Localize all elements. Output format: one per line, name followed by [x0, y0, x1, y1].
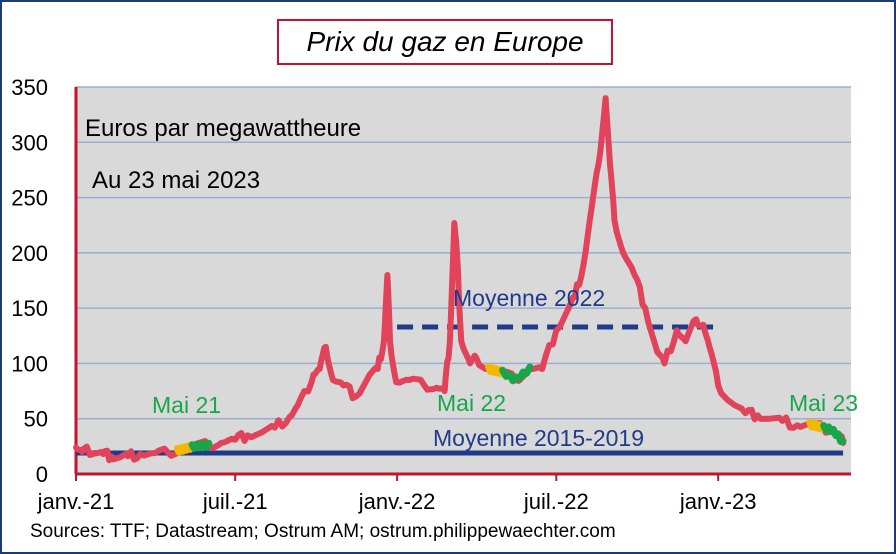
x-axis-ticks: janv.-21 juil.-21 janv.-22 juil.-22 janv.-23	[37, 474, 757, 514]
x-tick-2: janv.-22	[358, 489, 436, 514]
price-line	[73, 95, 847, 464]
plot-area	[76, 87, 851, 474]
y-tick-300: 300	[11, 130, 48, 155]
y-tick-100: 100	[11, 351, 48, 376]
y-tick-200: 200	[11, 241, 48, 266]
may-segment-late-0	[188, 439, 213, 452]
avg-2015-2019-label: Moyenne 2015-2019	[433, 425, 644, 451]
y-tick-0: 0	[36, 462, 48, 487]
may-22-label: Mai 22	[437, 390, 506, 416]
may-segment-late-1	[499, 363, 534, 385]
x-tick-3: juil.-22	[523, 489, 589, 514]
x-tick-4: janv.-23	[679, 489, 757, 514]
x-tick-1: juil.-21	[202, 489, 268, 514]
may-segment-late-2	[820, 422, 847, 445]
may-segments	[173, 363, 847, 456]
source-note: Sources: TTF; Datastream; Ostrum AM; ost…	[30, 521, 616, 542]
avg-2022-label: Moyenne 2022	[453, 285, 605, 311]
x-tick-0: janv.-21	[37, 489, 115, 514]
y-tick-50: 50	[24, 407, 48, 432]
may-segment-early-0	[173, 441, 196, 456]
y-tick-350: 350	[11, 75, 48, 100]
chart-title: Prix du gaz en Europe	[277, 19, 613, 65]
unit-label: Euros par megawattheure	[85, 115, 361, 142]
y-axis-ticks: 0 50 100 150 200 250 300 350	[11, 75, 48, 487]
may-21-label: Mai 21	[152, 392, 221, 418]
y-tick-250: 250	[11, 186, 48, 211]
y-tick-150: 150	[11, 296, 48, 321]
grid-lines	[76, 86, 851, 420]
may-23-label: Mai 23	[789, 390, 858, 416]
date-label: Au 23 mai 2023	[92, 167, 260, 194]
